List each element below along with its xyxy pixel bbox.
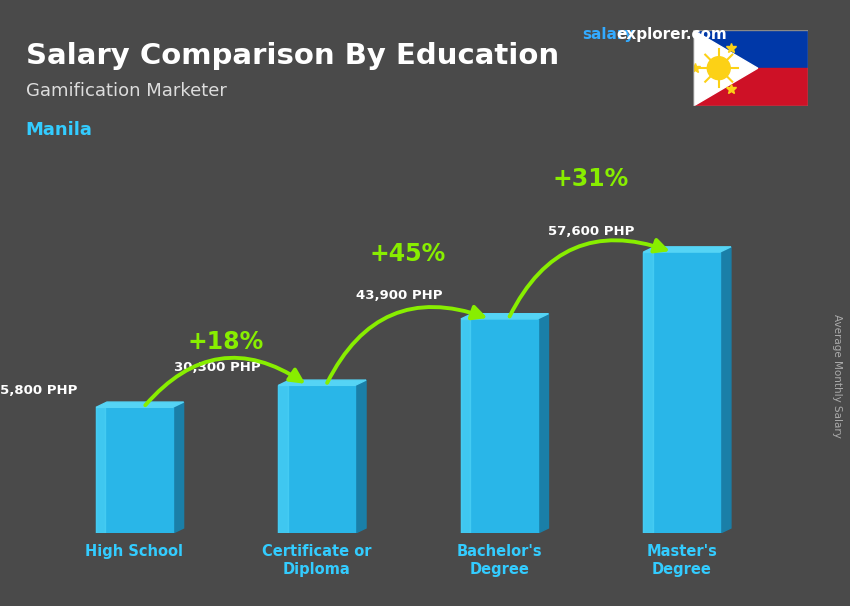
Text: 30,300 PHP: 30,300 PHP <box>173 361 260 373</box>
Bar <box>693 68 808 107</box>
Polygon shape <box>537 314 548 533</box>
Text: 25,800 PHP: 25,800 PHP <box>0 384 78 398</box>
Text: explorer.com: explorer.com <box>616 27 727 42</box>
Text: Salary Comparison By Education: Salary Comparison By Education <box>26 42 558 70</box>
Bar <box>279 385 355 533</box>
Bar <box>693 30 808 68</box>
Polygon shape <box>279 380 366 385</box>
Polygon shape <box>173 402 184 533</box>
Bar <box>461 319 537 533</box>
Text: +31%: +31% <box>552 167 628 191</box>
Text: +18%: +18% <box>188 330 264 354</box>
Polygon shape <box>643 247 731 252</box>
Polygon shape <box>720 247 731 533</box>
Bar <box>96 407 173 533</box>
Bar <box>643 252 653 533</box>
Polygon shape <box>96 402 184 407</box>
Text: Gamification Marketer: Gamification Marketer <box>26 82 226 100</box>
Polygon shape <box>461 314 548 319</box>
Text: salary: salary <box>582 27 635 42</box>
Text: 43,900 PHP: 43,900 PHP <box>356 289 443 302</box>
Bar <box>279 385 287 533</box>
Polygon shape <box>693 30 757 107</box>
Text: Manila: Manila <box>26 121 93 139</box>
Bar <box>96 407 105 533</box>
Circle shape <box>707 57 730 79</box>
Polygon shape <box>355 380 366 533</box>
Bar <box>461 319 470 533</box>
Text: +45%: +45% <box>370 242 446 266</box>
Text: 57,600 PHP: 57,600 PHP <box>548 225 634 238</box>
Bar <box>643 252 720 533</box>
Text: Average Monthly Salary: Average Monthly Salary <box>832 314 842 438</box>
